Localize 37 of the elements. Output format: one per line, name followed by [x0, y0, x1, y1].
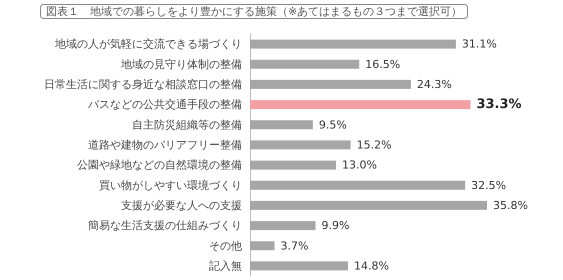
data-label: 15.2%: [356, 138, 392, 152]
bar: [250, 160, 336, 170]
data-label: 33.3%: [476, 97, 522, 112]
data-label: 32.5%: [471, 178, 506, 192]
data-label: 9.9%: [322, 219, 350, 232]
y-tick-label: バスなどの公共交通手段の整備: [87, 98, 242, 112]
bar: [250, 221, 316, 230]
y-tick-label: 自主防災組織等の整備: [132, 118, 242, 132]
bar: [250, 40, 456, 49]
chart-title: 図表１ 地域での暮らしをより豊かにする施策（※あてはまるもの３つまで選択可）: [46, 5, 462, 18]
bar: [250, 200, 487, 210]
y-tick-label: 支援が必要な人への支援: [121, 198, 242, 212]
bar: [250, 60, 360, 69]
data-label: 13.0%: [342, 158, 378, 172]
bar: [250, 180, 466, 190]
bar: [250, 140, 351, 150]
y-tick-label: 公園や緑地などの自然環境の整備: [77, 158, 242, 172]
y-tick-label: 簡易な生活支援の仕組みづくり: [88, 219, 242, 232]
bar: [250, 120, 313, 130]
y-tick-label: 地域の人が気軽に交流できる場づくり: [54, 38, 242, 51]
y-tick-label: 買い物がしやすい環境づくり: [99, 178, 242, 192]
data-label: 31.1%: [462, 38, 497, 51]
y-tick-label: 日常生活に関する身近な相談窓口の整備: [44, 78, 242, 91]
bar: [250, 241, 274, 250]
bar: [250, 100, 470, 110]
y-tick-label: 地域の見守り体制の整備: [120, 58, 242, 71]
bar: [250, 80, 411, 89]
data-label: 16.5%: [365, 58, 400, 71]
data-label: 3.7%: [280, 239, 308, 252]
data-label: 14.8%: [354, 259, 389, 272]
y-tick-label: 道路や建物のバリアフリー整備: [88, 138, 242, 152]
y-tick-label: 記入無: [209, 259, 242, 272]
data-label: 24.3%: [416, 78, 452, 91]
data-label: 35.8%: [493, 198, 528, 212]
data-label: 9.5%: [318, 118, 347, 132]
y-tick-label: その他: [209, 239, 242, 252]
bar: [250, 261, 348, 270]
